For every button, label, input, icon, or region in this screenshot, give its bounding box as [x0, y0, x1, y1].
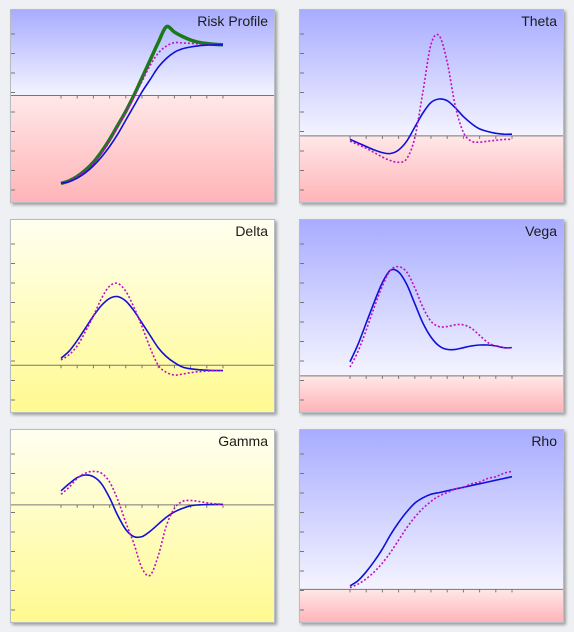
delta-chart: Delta — [10, 219, 275, 413]
vega-chart: Vega — [299, 219, 564, 413]
plot-background — [11, 220, 274, 412]
risk-profile-plot — [11, 10, 274, 202]
chart-title: Theta — [521, 13, 557, 29]
negative-region — [300, 375, 563, 412]
chart-title: Rho — [531, 433, 557, 449]
series-line-expiry — [60, 24, 224, 186]
risk-profile-chart: Risk Profile — [10, 9, 275, 203]
series-line-now — [60, 474, 224, 539]
series-line-now — [60, 295, 223, 372]
theta-chart: Theta — [299, 9, 564, 203]
theta-plot — [300, 10, 563, 202]
positive-region — [300, 430, 563, 590]
rho-chart: Rho — [299, 429, 564, 623]
series-line-now — [60, 44, 224, 185]
plot-background — [11, 430, 274, 622]
chart-title: Vega — [525, 223, 557, 239]
rho-plot — [300, 430, 563, 622]
chart-title: Gamma — [218, 433, 268, 449]
positive-region — [11, 10, 274, 96]
negative-region — [11, 95, 274, 202]
series-line-dotted — [349, 265, 513, 368]
series-line-now — [349, 268, 513, 363]
chart-title: Risk Profile — [197, 13, 268, 29]
delta-plot — [11, 220, 274, 412]
chart-title: Delta — [235, 223, 268, 239]
series-line-dotted — [60, 41, 224, 185]
series-line-now — [349, 98, 513, 155]
series-line-dotted — [349, 470, 513, 589]
positive-region — [300, 220, 563, 376]
gamma-plot — [11, 430, 274, 622]
series-line-now — [349, 475, 513, 587]
negative-region — [300, 589, 563, 622]
gamma-chart: Gamma — [10, 429, 275, 623]
negative-region — [300, 135, 563, 202]
series-line-dotted — [349, 33, 513, 164]
positive-region — [300, 10, 563, 136]
vega-plot — [300, 220, 563, 412]
series-line-dotted — [60, 282, 224, 376]
series-line-dotted — [60, 470, 224, 577]
